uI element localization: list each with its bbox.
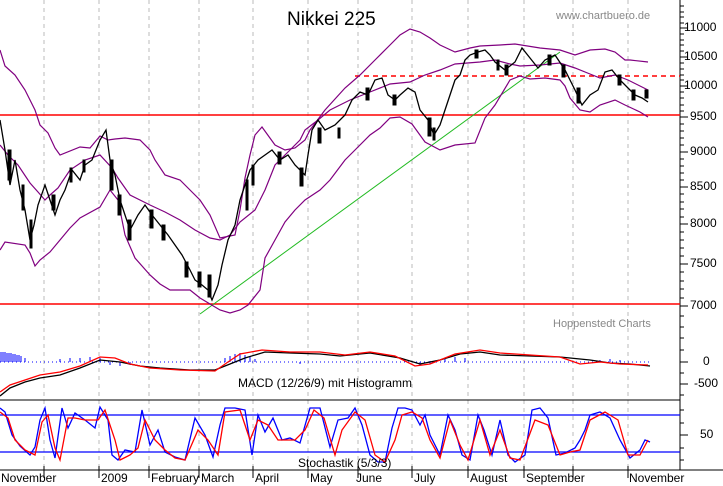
price-tick: 10500 <box>684 49 718 63</box>
stoch-panel-label: Stochastik (5/3/3) <box>298 456 392 470</box>
month-label: February <box>151 471 200 485</box>
price-tick: 9500 <box>690 109 717 123</box>
right-axis <box>679 0 688 470</box>
brand-watermark: Hoppenstedt Charts <box>553 318 651 330</box>
price-candles <box>0 46 649 302</box>
month-label: November <box>629 471 685 485</box>
price-tick: 8000 <box>690 216 717 230</box>
macd-tick: 0 <box>703 354 710 368</box>
month-label: July <box>414 471 436 485</box>
month-label: June <box>356 471 383 485</box>
macd-histogram <box>0 352 621 366</box>
stoch-lines <box>0 405 651 463</box>
month-label: August <box>470 471 508 485</box>
macd-tick: -500 <box>694 376 719 390</box>
macd-panel-label: MACD (12/26/9) mit Histogramm <box>238 376 413 390</box>
price-tick: 7000 <box>690 298 717 312</box>
month-label: November <box>1 471 57 485</box>
x-axis-ticks <box>43 466 629 478</box>
bollinger-bands <box>0 28 649 314</box>
stoch-tick: 50 <box>700 427 714 441</box>
month-label: 2009 <box>101 471 128 485</box>
price-tick: 9000 <box>690 144 717 158</box>
month-label: April <box>255 471 280 485</box>
month-label: September <box>526 471 585 485</box>
month-label: March <box>201 471 235 485</box>
price-tick: 7500 <box>690 256 717 270</box>
month-label: May <box>310 471 333 485</box>
macd-lines <box>0 349 651 397</box>
source-watermark: www.chartbuero.de <box>556 10 651 22</box>
chart-title: Nikkei 225 <box>287 9 376 30</box>
price-tick: 8500 <box>690 179 717 193</box>
price-tick: 11000 <box>684 20 717 34</box>
price-tick: 10000 <box>684 78 718 92</box>
